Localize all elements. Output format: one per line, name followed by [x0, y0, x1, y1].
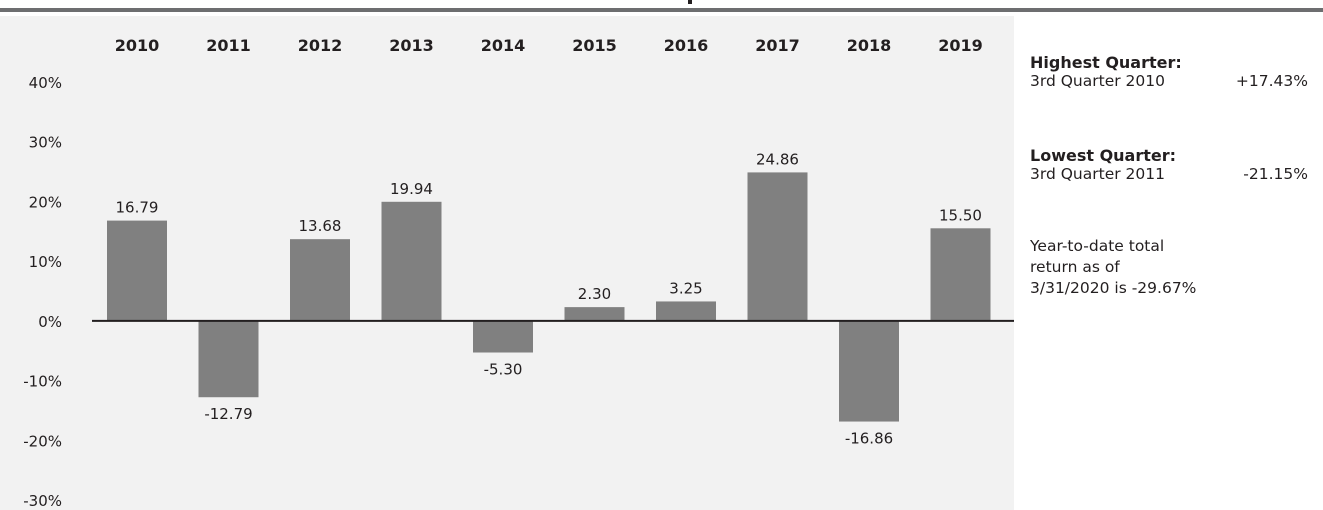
category-label: 2017 — [755, 36, 800, 55]
y-tick-label: 40% — [29, 74, 62, 92]
bar — [381, 201, 442, 321]
bar — [656, 301, 716, 321]
bar — [930, 228, 991, 321]
value-label: 15.50 — [939, 206, 982, 224]
bar — [473, 320, 533, 353]
top-rule — [0, 8, 1323, 12]
category-label: 2013 — [389, 36, 434, 55]
highest-quarter-row: 3rd Quarter 2010 +17.43% — [1030, 72, 1320, 90]
bar-chart: 40% 30% 20% 10% 0% -10% -20% -30% 2010 16.79 2011 -… — [23, 36, 1014, 510]
highest-quarter-value: +17.43% — [1235, 72, 1308, 90]
bar — [839, 320, 899, 422]
ytd-line-2: return as of — [1030, 258, 1120, 276]
lowest-quarter-heading: Lowest Quarter: — [1030, 146, 1177, 165]
ytd-line-3: 3/31/2020 is -29.67% — [1030, 279, 1197, 297]
value-label: 24.86 — [756, 150, 799, 168]
y-tick-label: 0% — [38, 313, 62, 331]
category-label: 2019 — [938, 36, 983, 55]
category-label: 2014 — [481, 36, 526, 55]
labels-layer: 40% 30% 20% 10% 0% -10% -20% -30% 2010 16.79 2011 -… — [23, 36, 983, 510]
lowest-quarter-period: 3rd Quarter 2011 — [1030, 165, 1165, 183]
lowest-quarter-value: -21.15% — [1243, 165, 1308, 183]
value-label: -16.86 — [845, 430, 893, 448]
plot-area — [0, 16, 1014, 510]
highest-quarter-heading: Highest Quarter: — [1030, 53, 1182, 72]
y-tick-label: -10% — [23, 373, 62, 391]
ytd-note: Year-to-date total return as of 3/31/202… — [1030, 236, 1320, 299]
category-label: 2016 — [664, 36, 709, 55]
lowest-quarter-block: Lowest Quarter: 3rd Quarter 2011 -21.15% — [1030, 146, 1320, 184]
y-tick-label: 20% — [29, 193, 62, 211]
value-label: -12.79 — [204, 405, 252, 423]
value-label: 3.25 — [669, 279, 702, 297]
category-label: 2012 — [298, 36, 343, 55]
highest-quarter-period: 3rd Quarter 2010 — [1030, 72, 1165, 90]
category-label: 2011 — [206, 36, 251, 55]
category-label: 2010 — [115, 36, 160, 55]
lowest-quarter-row: 3rd Quarter 2011 -21.15% — [1030, 165, 1320, 183]
y-tick-label: 30% — [29, 134, 62, 152]
value-label: 16.79 — [116, 199, 159, 217]
bar — [747, 172, 808, 321]
value-label: 13.68 — [299, 217, 342, 235]
highest-quarter-block: Highest Quarter: 3rd Quarter 2010 +17.43… — [1030, 53, 1320, 91]
y-tick-label: -20% — [23, 432, 62, 450]
value-label: -5.30 — [484, 361, 523, 379]
bar — [107, 220, 167, 321]
bars-layer — [107, 172, 991, 422]
y-tick-label: 10% — [29, 253, 62, 271]
bar — [564, 307, 625, 321]
y-tick-label: -30% — [23, 492, 62, 510]
ytd-line-1: Year-to-date total — [1030, 237, 1165, 255]
value-label: 2.30 — [578, 285, 611, 303]
category-label: 2015 — [572, 36, 617, 55]
value-label: 19.94 — [390, 180, 433, 198]
bar — [198, 320, 259, 398]
category-label: 2018 — [847, 36, 892, 55]
top-mark — [688, 0, 692, 4]
bar — [290, 239, 350, 321]
